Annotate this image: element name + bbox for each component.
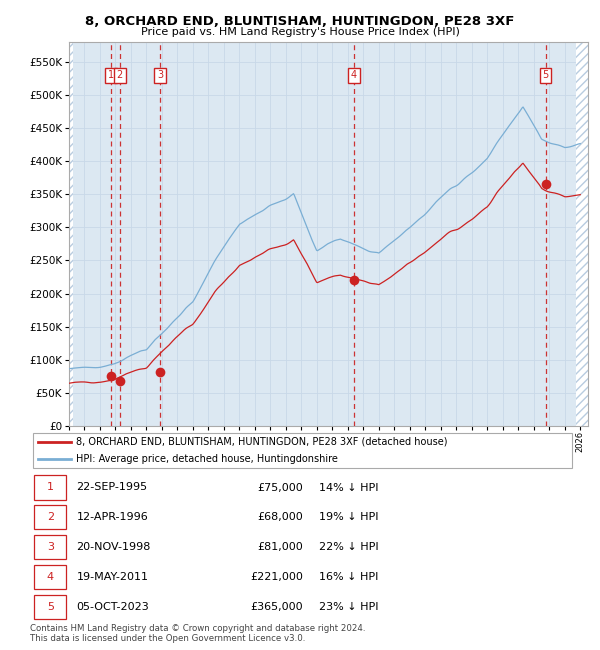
- Text: 2: 2: [47, 512, 54, 523]
- Text: 16% ↓ HPI: 16% ↓ HPI: [319, 572, 379, 582]
- Text: 1: 1: [47, 482, 54, 493]
- Text: 4: 4: [350, 70, 357, 81]
- Text: £75,000: £75,000: [257, 482, 303, 493]
- FancyBboxPatch shape: [34, 566, 66, 589]
- FancyBboxPatch shape: [34, 536, 66, 559]
- Text: 20-NOV-1998: 20-NOV-1998: [76, 542, 151, 552]
- Text: £365,000: £365,000: [250, 602, 303, 612]
- Text: 12-APR-1996: 12-APR-1996: [76, 512, 148, 523]
- Text: 1: 1: [108, 70, 114, 81]
- Text: 2: 2: [116, 70, 123, 81]
- Text: 23% ↓ HPI: 23% ↓ HPI: [319, 602, 379, 612]
- Text: 22-SEP-1995: 22-SEP-1995: [76, 482, 148, 493]
- Text: £81,000: £81,000: [257, 542, 303, 552]
- Text: 5: 5: [542, 70, 548, 81]
- Text: 3: 3: [47, 542, 54, 552]
- FancyBboxPatch shape: [34, 476, 66, 499]
- Text: 22% ↓ HPI: 22% ↓ HPI: [319, 542, 379, 552]
- FancyBboxPatch shape: [34, 595, 66, 619]
- Text: 8, ORCHARD END, BLUNTISHAM, HUNTINGDON, PE28 3XF: 8, ORCHARD END, BLUNTISHAM, HUNTINGDON, …: [85, 15, 515, 28]
- Text: £68,000: £68,000: [257, 512, 303, 523]
- FancyBboxPatch shape: [33, 433, 572, 468]
- Text: 05-OCT-2023: 05-OCT-2023: [76, 602, 149, 612]
- Text: 19% ↓ HPI: 19% ↓ HPI: [319, 512, 379, 523]
- Text: Contains HM Land Registry data © Crown copyright and database right 2024.
This d: Contains HM Land Registry data © Crown c…: [30, 624, 365, 644]
- Text: 5: 5: [47, 602, 54, 612]
- Text: 4: 4: [47, 572, 54, 582]
- Text: Price paid vs. HM Land Registry's House Price Index (HPI): Price paid vs. HM Land Registry's House …: [140, 27, 460, 37]
- FancyBboxPatch shape: [34, 506, 66, 529]
- Text: £221,000: £221,000: [250, 572, 303, 582]
- Text: 8, ORCHARD END, BLUNTISHAM, HUNTINGDON, PE28 3XF (detached house): 8, ORCHARD END, BLUNTISHAM, HUNTINGDON, …: [76, 437, 448, 447]
- Text: 19-MAY-2011: 19-MAY-2011: [76, 572, 148, 582]
- Text: 14% ↓ HPI: 14% ↓ HPI: [319, 482, 379, 493]
- Text: HPI: Average price, detached house, Huntingdonshire: HPI: Average price, detached house, Hunt…: [76, 454, 338, 464]
- Text: 3: 3: [157, 70, 163, 81]
